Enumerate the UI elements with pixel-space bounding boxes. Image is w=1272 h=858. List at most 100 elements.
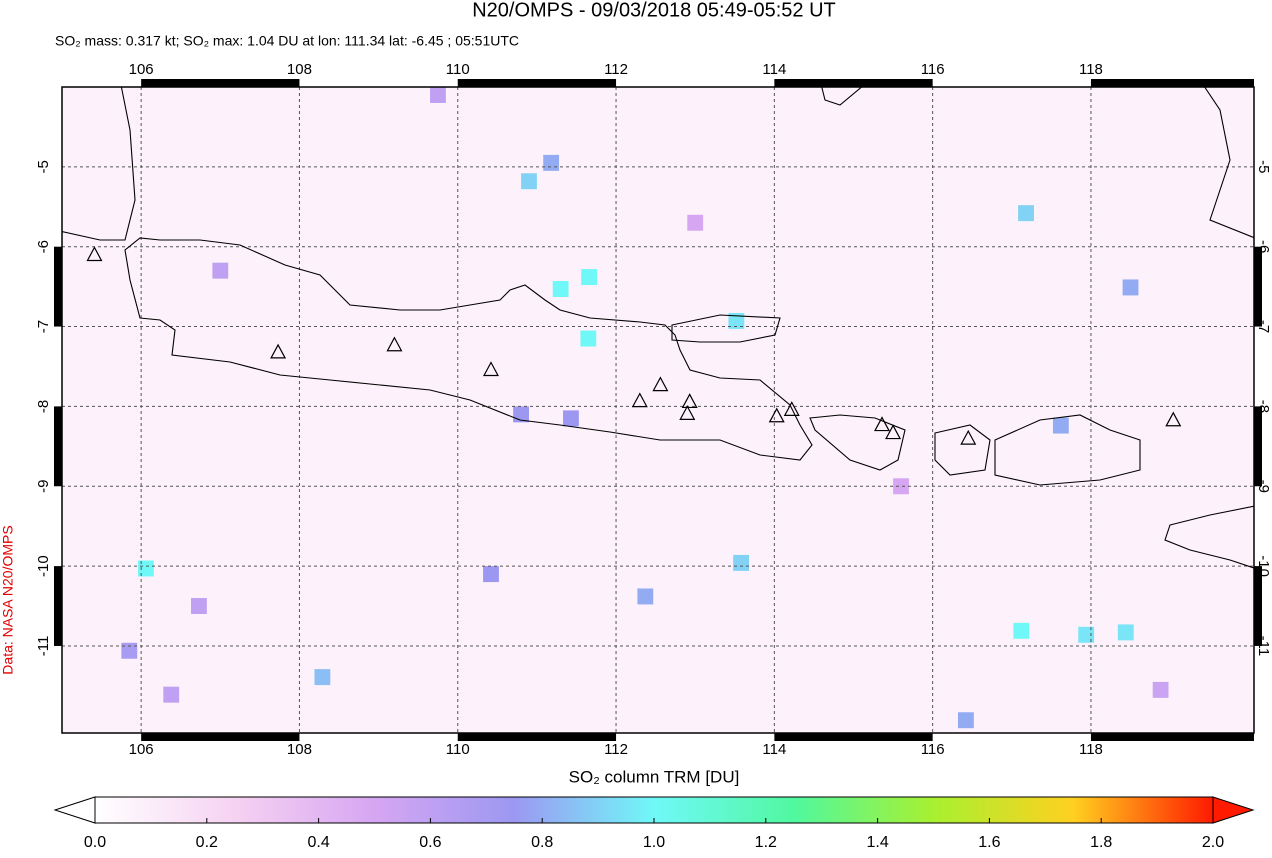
so2-cell (733, 554, 750, 571)
coast-sulawesi (1204, 87, 1254, 239)
x-tick-label-top: 116 (921, 61, 945, 78)
so2-cell (637, 588, 654, 605)
colorbar-over (1212, 796, 1255, 824)
frame-band (141, 79, 300, 87)
x-tick-label-top: 112 (604, 61, 628, 78)
coast-sumatra (62, 87, 136, 241)
colorbar-tick-label: 0.6 (419, 834, 441, 851)
frame-band (1254, 246, 1262, 327)
volcanoes (86, 246, 1182, 445)
x-tick-label-bottom: 110 (446, 741, 470, 758)
so2-cell (1018, 205, 1034, 222)
y-tick-label-right: -10 (1255, 555, 1272, 577)
frame-band (1254, 566, 1262, 646)
so2-cell (581, 269, 598, 286)
volcano (482, 361, 499, 377)
frame-bands (54, 79, 1262, 741)
y-tick-label-right: -7 (1255, 320, 1272, 333)
colorbar-label: SO₂ column TRM [DU] (569, 767, 740, 786)
x-tick-label-bottom: 118 (1079, 741, 1103, 758)
so2-cell (543, 154, 560, 171)
x-tick-label-bottom: 116 (921, 741, 945, 758)
so2-cell (563, 410, 579, 427)
colorbar-tick-label: 0.0 (84, 834, 106, 851)
volcano (1165, 411, 1182, 427)
so2-cell (687, 214, 704, 231)
so2-cell (1122, 279, 1139, 296)
so2-cell (521, 173, 537, 190)
volcano (873, 416, 890, 432)
coast-bali (809, 414, 906, 471)
so2-cell (580, 330, 597, 347)
x-tick-label-bottom: 114 (762, 741, 786, 758)
so2-cell (552, 281, 569, 298)
x-tick-label-top: 110 (446, 61, 470, 78)
y-tick-label-left: -11 (35, 636, 52, 657)
volcano (86, 246, 103, 262)
frame-band (1090, 733, 1254, 741)
so2-cell (893, 478, 909, 495)
colorbar-tick-label: 1.2 (755, 834, 777, 851)
colorbar-tick-label: 1.0 (643, 834, 665, 851)
volcano (652, 376, 669, 392)
x-tick-label-bottom: 112 (604, 741, 628, 758)
chart-title: N20/OMPS - 09/03/2018 05:49-05:52 UT (472, 0, 836, 21)
coast-lombok (934, 424, 991, 476)
coast-madura (671, 314, 781, 343)
grid (62, 87, 1254, 733)
colorbar (53, 796, 1255, 824)
volcano (386, 336, 403, 352)
colorbar-tick-label: 1.8 (1090, 834, 1112, 851)
y-tick-label-left: -5 (35, 160, 52, 173)
so2-cell (212, 262, 229, 279)
y-tick-label-left: -9 (35, 480, 52, 493)
colorbar-tick-label: 0.2 (196, 834, 218, 851)
so2-cell (137, 560, 154, 577)
so2-cell (1117, 624, 1134, 641)
volcano (270, 343, 287, 359)
x-tick-label-top: 106 (129, 61, 154, 78)
frame-band (1090, 79, 1254, 87)
y-tick-label-left: -8 (35, 400, 52, 413)
map-background (62, 87, 1254, 733)
volcano (960, 429, 977, 445)
so2-cell (1152, 681, 1169, 698)
frame-band (457, 79, 617, 87)
colorbar-tick-label: 1.4 (866, 834, 888, 851)
coastlines (62, 87, 1254, 569)
x-tick-label-top: 118 (1079, 61, 1103, 78)
coast-java (124, 237, 813, 461)
so2-cells (121, 87, 1169, 729)
volcano (631, 392, 648, 408)
y-tick-label-left: -7 (35, 320, 52, 333)
frame-band (774, 733, 933, 741)
y-tick-label-right: -11 (1255, 636, 1272, 657)
so2-cell (728, 312, 745, 329)
colorbar-tick-label: 0.4 (307, 834, 329, 851)
so2-cell (121, 642, 138, 659)
coast-sumba (1164, 505, 1254, 569)
frame-band (54, 246, 62, 327)
chart-subtitle: SO₂ mass: 0.317 kt; SO₂ max: 1.04 DU at … (55, 33, 519, 49)
volcano (768, 407, 785, 423)
colorbar-under (53, 796, 96, 824)
x-tick-label-top: 108 (287, 61, 312, 78)
volcano (681, 393, 698, 409)
so2-cell (430, 87, 446, 103)
y-tick-label-right: -8 (1255, 400, 1272, 413)
frame-band (54, 406, 62, 487)
volcano (885, 424, 902, 440)
so2-cell (1052, 417, 1069, 434)
so2-cell (1013, 622, 1030, 639)
so2-cell (191, 598, 207, 615)
x-tick-label-bottom: 106 (129, 741, 154, 758)
frame-band (457, 733, 617, 741)
colorbar-tick-label: 2.0 (1202, 834, 1224, 851)
y-tick-label-right: -9 (1255, 480, 1272, 493)
source-label: Data: NASA N20/OMPS (0, 525, 16, 674)
so2-cell (957, 712, 974, 729)
so2-cell (1078, 626, 1095, 643)
coast-borneo (821, 87, 863, 106)
so2-cell (163, 686, 180, 703)
y-tick-label-left: -10 (35, 555, 52, 577)
